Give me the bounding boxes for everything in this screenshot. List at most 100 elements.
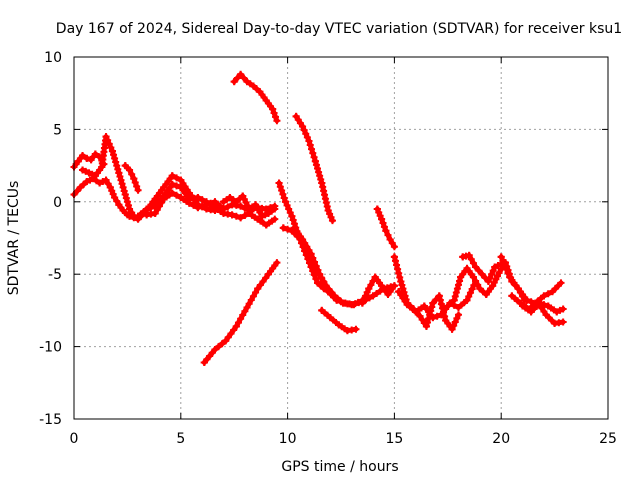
data-point xyxy=(429,299,437,307)
data-point xyxy=(168,180,176,188)
y-axis-label: SDTVAR / TECUs xyxy=(6,181,22,296)
series-track-3 xyxy=(79,133,142,222)
data-point xyxy=(478,270,486,278)
data-point xyxy=(488,270,496,278)
data-point xyxy=(232,212,240,220)
data-point xyxy=(306,141,314,149)
data-point xyxy=(399,285,407,293)
data-point xyxy=(352,325,360,333)
data-point xyxy=(544,290,552,298)
data-point xyxy=(247,296,255,304)
data-point xyxy=(91,150,99,158)
data-point xyxy=(73,187,81,195)
data-point xyxy=(484,277,492,285)
data-point xyxy=(107,144,115,151)
data-point xyxy=(249,292,257,300)
data-point xyxy=(102,176,110,184)
data-point xyxy=(398,281,406,289)
series-track-17 xyxy=(358,273,398,307)
data-point xyxy=(328,217,336,225)
data-point xyxy=(252,201,260,209)
data-point xyxy=(396,273,404,281)
data-point xyxy=(130,175,138,183)
data-point xyxy=(465,251,473,259)
data-point xyxy=(128,170,136,178)
data-point xyxy=(126,166,134,174)
y-tick-label: 0 xyxy=(53,195,62,211)
series-track-22 xyxy=(497,253,565,307)
data-point xyxy=(198,196,206,204)
data-point xyxy=(240,74,248,82)
data-point xyxy=(276,183,284,191)
data-point xyxy=(121,191,129,199)
data-point xyxy=(451,292,459,300)
data-point xyxy=(373,290,381,298)
data-point xyxy=(237,214,245,222)
data-point xyxy=(301,239,309,247)
series-track-14 xyxy=(292,112,336,225)
x-tick-label: 20 xyxy=(492,431,510,447)
data-point xyxy=(379,219,387,227)
data-point xyxy=(254,285,262,293)
data-point xyxy=(311,258,319,266)
data-point xyxy=(104,136,112,144)
data-point xyxy=(467,255,475,263)
data-point xyxy=(116,172,124,180)
data-point xyxy=(497,253,505,261)
data-point xyxy=(155,202,163,210)
series-track-24 xyxy=(519,299,567,316)
data-point xyxy=(312,275,320,283)
data-point xyxy=(173,174,181,182)
data-point xyxy=(168,189,176,197)
data-point xyxy=(123,198,131,206)
data-point xyxy=(237,202,245,210)
data-point xyxy=(362,292,370,300)
data-point xyxy=(279,224,287,232)
data-point xyxy=(391,257,399,265)
data-point xyxy=(489,267,497,275)
data-point xyxy=(472,277,480,285)
data-point xyxy=(118,180,126,188)
data-point xyxy=(110,151,118,159)
data-point xyxy=(305,137,313,145)
data-point xyxy=(311,157,319,165)
data-point xyxy=(300,126,308,134)
data-point xyxy=(303,133,311,141)
data-point xyxy=(271,113,279,121)
x-tick-label: 10 xyxy=(279,431,297,447)
data-point xyxy=(314,266,322,274)
plot-frame xyxy=(73,56,609,420)
data-point xyxy=(312,262,320,270)
data-point xyxy=(422,322,430,330)
data-point xyxy=(227,330,235,338)
axis-ticks xyxy=(73,56,609,420)
data-point xyxy=(126,205,134,213)
x-axis-label: GPS time / hours xyxy=(281,459,398,475)
data-point xyxy=(559,305,567,313)
data-point xyxy=(173,191,181,199)
series-track-16 xyxy=(373,205,398,251)
data-point xyxy=(299,235,307,243)
data-point xyxy=(310,153,318,161)
data-point xyxy=(120,187,128,195)
data-point xyxy=(126,212,134,220)
data-point xyxy=(309,149,317,157)
data-point xyxy=(363,288,371,296)
x-tick-label: 25 xyxy=(599,431,617,447)
series-track-9 xyxy=(230,70,281,125)
data-point xyxy=(393,261,401,269)
data-point xyxy=(215,343,223,351)
data-point xyxy=(448,325,456,333)
data-point xyxy=(453,314,461,322)
data-point xyxy=(281,198,289,206)
data-point xyxy=(117,176,125,184)
data-point xyxy=(378,215,386,223)
data-point xyxy=(302,130,310,138)
data-point xyxy=(211,345,219,353)
data-point xyxy=(115,169,123,177)
data-point xyxy=(475,267,483,275)
data-point xyxy=(540,292,548,300)
data-point xyxy=(435,292,443,300)
data-point xyxy=(305,246,313,254)
